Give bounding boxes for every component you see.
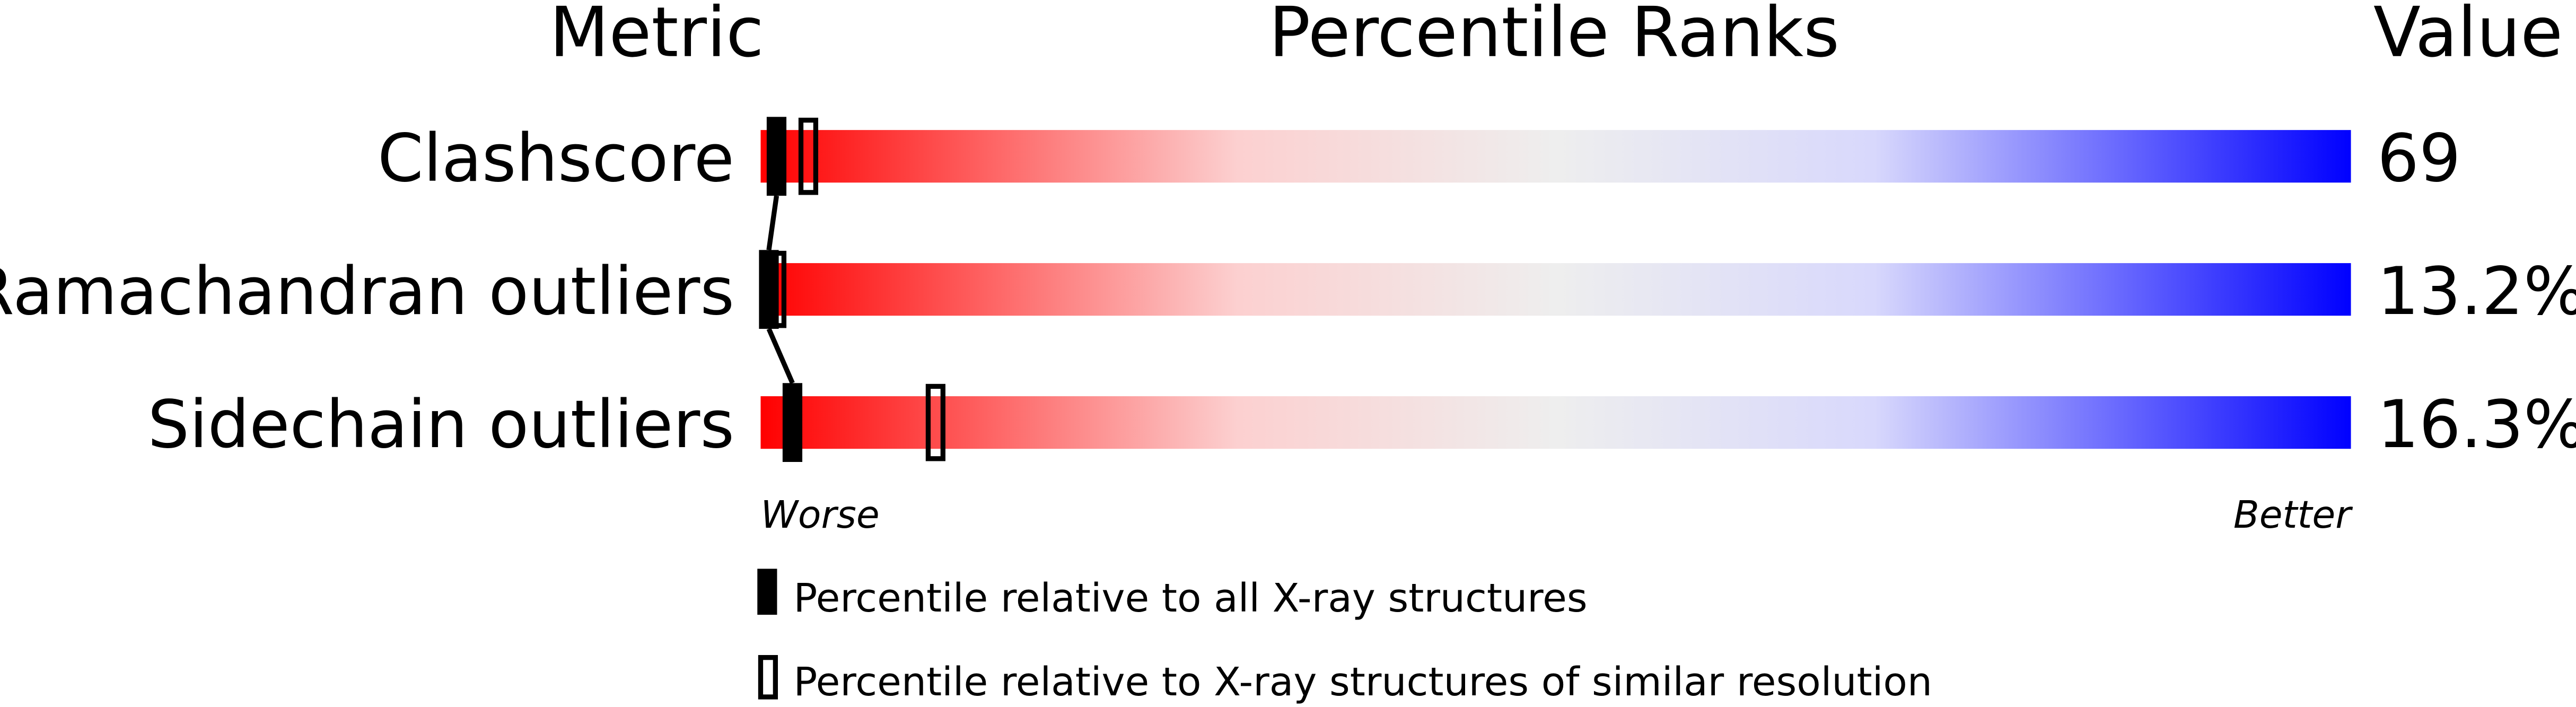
header-ranks: Percentile Ranks — [1269, 0, 1839, 73]
axis-better-label: Better — [2233, 493, 2353, 537]
legend-filled-marker-icon — [757, 569, 777, 615]
percentile-bar — [760, 130, 2351, 183]
all-structures-marker — [759, 250, 779, 329]
similar-resolution-marker — [925, 383, 945, 461]
all-structures-marker — [766, 117, 787, 196]
header-metric: Metric — [549, 0, 764, 73]
percentile-bar — [760, 263, 2351, 316]
header-value: Value — [2373, 0, 2563, 73]
connector-line — [766, 328, 795, 385]
metric-value: 69 — [2377, 120, 2461, 197]
metric-label: Clashscore — [378, 120, 734, 197]
legend-all-label: Percentile relative to all X-ray structu… — [793, 575, 1587, 621]
metric-label: Sidechain outliers — [148, 387, 734, 463]
metric-label: Ramachandran outliers — [0, 254, 734, 330]
metric-value: 13.2% — [2377, 254, 2576, 330]
metric-value: 16.3% — [2377, 387, 2576, 463]
connector-line — [766, 195, 779, 250]
all-structures-marker — [782, 383, 803, 462]
legend-similar-label: Percentile relative to X-ray structures … — [793, 659, 1932, 705]
axis-worse-label: Worse — [760, 493, 879, 537]
percentile-bar — [760, 396, 2351, 449]
similar-resolution-marker — [798, 117, 819, 195]
legend-open-marker-icon — [758, 655, 778, 700]
